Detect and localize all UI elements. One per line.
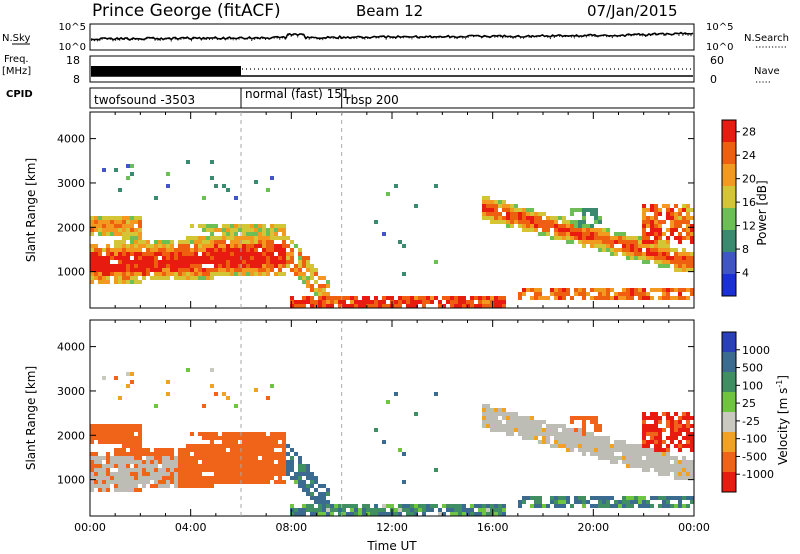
velocity-ylabel: Slant Range [km] — [24, 366, 38, 470]
noise-right-tick-bottom: 10^0 — [706, 42, 733, 53]
power-colorbar-tick: 16 — [742, 196, 756, 209]
velocity-xtick-label: 08:00 — [275, 521, 307, 534]
noise-left-tick-top: 10^5 — [59, 22, 86, 33]
power-colorbar-swatch — [722, 208, 736, 230]
velocity-colorbar-tick: 100 — [742, 379, 763, 392]
noise-search-trace — [91, 32, 694, 42]
frequency-panel: 18 8 60 0 — [66, 54, 724, 86]
noise-right-tick-top: 10^5 — [706, 22, 733, 33]
velocity-panel: 1000 2000 3000 4000 00:00 04:00 08:00 12:00 16:… — [24, 319, 710, 553]
power-colorbar-label: Power [dB] — [755, 180, 769, 245]
power-colorbar-tick: 8 — [742, 243, 749, 256]
velocity-colorbar-tick: -100 — [742, 433, 767, 446]
time-axis-label: Time UT — [366, 539, 417, 553]
power-colorbar-swatch — [722, 186, 736, 208]
velocity-colorbar-label: Velocity [m s-1] — [775, 375, 790, 465]
power-ytick-label: 3000 — [57, 177, 85, 190]
power-colorbar-tick: 20 — [742, 173, 756, 186]
velocity-colorbar-swatch — [722, 332, 736, 352]
freq-left-tick-bottom: 8 — [73, 73, 80, 86]
power-colorbar-swatch — [722, 164, 736, 186]
nave-label: Nave — [754, 66, 780, 77]
velocity-colorbar-swatch — [722, 392, 736, 412]
power-colorbar-swatch — [722, 252, 736, 274]
velocity-ytick-label: 4000 — [57, 341, 85, 354]
beam-title: Beam 12 — [356, 2, 423, 20]
velocity-colorbar: 1000 500 100 25 -25 -100 -500 -1000 — [721, 331, 774, 493]
velocity-ytick-label: 1000 — [57, 474, 85, 487]
velocity-xtick-label: 04:00 — [175, 521, 207, 534]
nsky-label: N.Sky — [2, 33, 30, 44]
power-colorbar-tick: 28 — [742, 126, 756, 139]
noise-left-tick-bottom: 10^0 — [59, 42, 86, 53]
power-colorbar-tick: 12 — [742, 220, 756, 233]
velocity-colorbar-tick: -25 — [742, 415, 760, 428]
velocity-ytick-label: 3000 — [57, 385, 85, 398]
power-colorbar-tick: 24 — [742, 149, 756, 162]
freq-right-tick-bottom: 0 — [710, 73, 717, 86]
velocity-xtick-label: 20:00 — [577, 521, 609, 534]
power-panel: 1000 2000 3000 4000 Slant Range [km] — [24, 111, 695, 309]
velocity-colorbar-swatch — [722, 352, 736, 372]
velocity-heatmap — [90, 368, 694, 516]
power-ytick-label: 4000 — [57, 133, 85, 146]
power-colorbar-swatch — [722, 142, 736, 164]
power-colorbar-swatch — [722, 120, 736, 142]
velocity-colorbar-tick: 25 — [742, 397, 756, 410]
freq-left-tick-top: 18 — [66, 54, 80, 67]
noise-panel: 10^5 10^0 10^5 10^0 — [59, 22, 734, 53]
freq-right-tick-top: 60 — [710, 54, 724, 67]
power-colorbar: 4 8 12 16 20 24 28 — [721, 119, 756, 297]
velocity-xtick-label: 12:00 — [376, 521, 408, 534]
station-title: Prince George (fitACF) — [92, 1, 281, 21]
power-colorbar-swatch — [722, 230, 736, 252]
velocity-xtick-label: 00:00 — [678, 521, 710, 534]
date-title: 07/Jan/2015 — [587, 2, 678, 20]
velocity-xtick-label: 00:00 — [74, 521, 106, 534]
cpid-segment-label: normal (fast) 151 — [245, 87, 349, 101]
power-ytick-label: 2000 — [57, 221, 85, 234]
velocity-colorbar-swatch — [722, 432, 736, 452]
cpid-segment-label: twofsound -3503 — [94, 93, 195, 107]
velocity-xtick-label: 16:00 — [477, 521, 509, 534]
noise-sky-trace — [90, 31, 694, 41]
freq-label: Freq. — [4, 54, 29, 65]
power-colorbar-swatch — [722, 274, 736, 296]
velocity-colorbar-tick: -1000 — [742, 468, 774, 481]
nsearch-label: N.Search — [744, 33, 789, 44]
velocity-colorbar-swatch — [722, 412, 736, 432]
velocity-colorbar-label-sup: -1 — [775, 380, 784, 388]
velocity-colorbar-tick: 1000 — [742, 344, 770, 357]
velocity-colorbar-tick: 500 — [742, 362, 763, 375]
velocity-ytick-label: 2000 — [57, 429, 85, 442]
power-ylabel: Slant Range [km] — [24, 158, 38, 262]
freq-unit-label: [MHz] — [2, 66, 31, 77]
cpid-label: CPID — [6, 89, 33, 100]
cpid-segment-label: rbsp 200 — [346, 93, 399, 107]
velocity-colorbar-swatch — [722, 452, 736, 472]
velocity-colorbar-label-main: Velocity [m s — [776, 388, 790, 465]
velocity-colorbar-label-tail: ] — [776, 375, 790, 380]
velocity-colorbar-swatch — [722, 472, 736, 492]
power-heatmap — [90, 160, 694, 308]
velocity-colorbar-swatch — [722, 372, 736, 392]
power-colorbar-tick: 4 — [742, 267, 749, 280]
power-ytick-label: 1000 — [57, 266, 85, 279]
freq-dense-block — [91, 66, 241, 76]
velocity-colorbar-tick: -500 — [742, 450, 767, 463]
